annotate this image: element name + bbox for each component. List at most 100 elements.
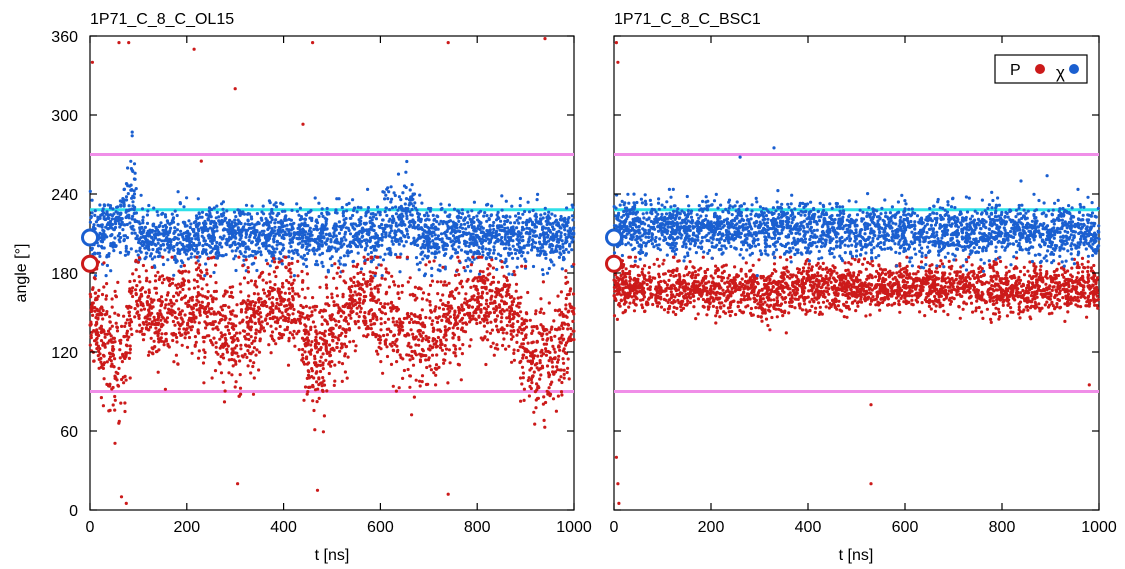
data-point [214, 289, 218, 293]
data-point [460, 212, 465, 216]
data-point [422, 353, 426, 358]
data-point [487, 247, 491, 251]
data-point [378, 210, 382, 214]
data-point [144, 251, 148, 255]
data-point [492, 220, 496, 225]
data-point [475, 276, 479, 280]
data-point [482, 324, 486, 328]
data-point [495, 293, 499, 297]
data-point [482, 214, 486, 218]
data-point [243, 352, 247, 356]
data-point [209, 239, 213, 243]
data-point [327, 246, 331, 250]
data-point [514, 252, 518, 256]
data-point [366, 187, 370, 191]
data-point [124, 215, 128, 220]
data-point [265, 233, 269, 237]
data-point [456, 216, 460, 220]
data-point [332, 276, 336, 280]
data-point [185, 239, 189, 243]
data-point [303, 217, 308, 221]
data-point [464, 231, 468, 235]
data-point [536, 192, 540, 196]
data-point [88, 220, 92, 224]
data-point [265, 322, 269, 326]
data-point [484, 362, 488, 367]
data-point [275, 243, 279, 247]
data-point [568, 242, 572, 246]
data-point [484, 235, 488, 239]
data-point [255, 242, 260, 246]
data-point [231, 295, 235, 299]
data-point [532, 370, 536, 374]
data-point [204, 262, 208, 266]
data-point [437, 250, 441, 254]
data-point [145, 221, 150, 225]
data-point [160, 212, 164, 216]
data-point [535, 198, 539, 202]
data-point [223, 389, 227, 393]
data-point [422, 274, 427, 278]
data-point [491, 266, 495, 270]
data-point [147, 290, 151, 295]
data-point [130, 130, 134, 134]
data-point [380, 232, 384, 237]
data-point [510, 256, 515, 260]
data-point [244, 235, 248, 239]
data-point [571, 292, 576, 296]
data-point [366, 206, 370, 210]
data-point [558, 251, 562, 255]
data-point [522, 387, 527, 391]
data-point [479, 230, 483, 235]
data-point [469, 338, 473, 342]
data-point [131, 214, 135, 218]
data-point [128, 344, 132, 348]
data-point [329, 238, 333, 242]
data-point [452, 228, 456, 232]
data-point [522, 327, 527, 331]
data-point [519, 231, 523, 235]
data-point [232, 257, 236, 261]
data-point [474, 285, 478, 289]
data-point [357, 326, 361, 330]
data-point [231, 309, 235, 313]
data-point [290, 256, 294, 261]
data-point [116, 280, 120, 284]
data-point [102, 285, 106, 289]
data-point [348, 232, 353, 236]
data-point [296, 330, 300, 334]
data-point [236, 354, 240, 358]
data-point [430, 274, 434, 278]
data-point [238, 244, 242, 248]
data-point [413, 285, 417, 289]
data-point [332, 231, 336, 235]
data-point [173, 230, 177, 234]
data-point [314, 330, 318, 334]
data-point [516, 313, 520, 317]
data-point [220, 245, 224, 249]
data-point [547, 359, 551, 363]
data-point [262, 212, 266, 216]
data-point [169, 243, 173, 247]
data-point [257, 317, 261, 321]
data-point [113, 398, 117, 402]
data-point [178, 270, 182, 274]
data-point [349, 290, 353, 294]
data-point [250, 204, 254, 208]
data-point [129, 247, 133, 251]
data-point [261, 204, 265, 208]
data-point [343, 370, 347, 374]
data-point [144, 279, 149, 283]
data-point [476, 226, 480, 230]
data-point [415, 321, 419, 325]
data-point [301, 235, 305, 239]
data-point [445, 229, 449, 233]
data-point [564, 296, 568, 301]
data-point [156, 213, 160, 217]
data-point [132, 192, 137, 196]
data-point [287, 249, 291, 253]
data-point [426, 239, 430, 243]
data-point [140, 294, 144, 298]
data-point [545, 364, 550, 368]
data-point [391, 242, 395, 246]
